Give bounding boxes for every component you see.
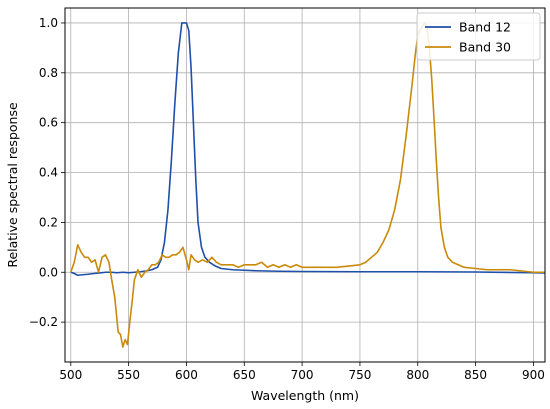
y-tick-label: −0.2 (29, 315, 58, 329)
series-line-1 (70, 22, 546, 277)
x-tick-label: 750 (348, 368, 371, 382)
series-layer (70, 22, 546, 348)
legend-box (416, 12, 541, 61)
ticks: 500 550 600 650 700 750 800 850 900 −0.2 0.0 0.2 0.4… (29, 16, 545, 382)
x-tick-label: 500 (59, 368, 82, 382)
x-tick-label: 550 (117, 368, 140, 382)
y-tick-label: 0.4 (39, 166, 58, 180)
plot-frame (64, 7, 546, 363)
series-line-2 (70, 22, 545, 348)
x-tick-label: 900 (522, 368, 545, 382)
x-tick-label: 700 (291, 368, 314, 382)
x-tick-label: 850 (464, 368, 487, 382)
legend-label: Band 30 (459, 40, 511, 55)
grid (65, 8, 545, 362)
y-tick-label: 0.8 (39, 66, 58, 80)
y-tick-label: 1.0 (39, 16, 58, 30)
y-tick-label: 0.2 (39, 215, 58, 229)
y-axis-title: Relative spectral response (5, 102, 20, 268)
x-axis-title: Wavelength (nm) (251, 388, 359, 403)
x-tick-label: 650 (233, 368, 256, 382)
x-tick-label: 800 (406, 368, 429, 382)
legend: Band 12 Band 30 (416, 12, 541, 61)
y-tick-label: 0.0 (39, 265, 58, 279)
legend-label: Band 12 (459, 20, 511, 35)
y-tick-label: 0.6 (39, 116, 58, 130)
x-tick-label: 600 (175, 368, 198, 382)
